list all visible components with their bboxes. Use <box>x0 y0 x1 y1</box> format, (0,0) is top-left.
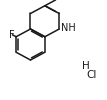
Text: Cl: Cl <box>86 70 97 80</box>
Text: NH: NH <box>61 23 76 33</box>
Text: H: H <box>82 61 89 71</box>
Text: F: F <box>9 30 15 40</box>
